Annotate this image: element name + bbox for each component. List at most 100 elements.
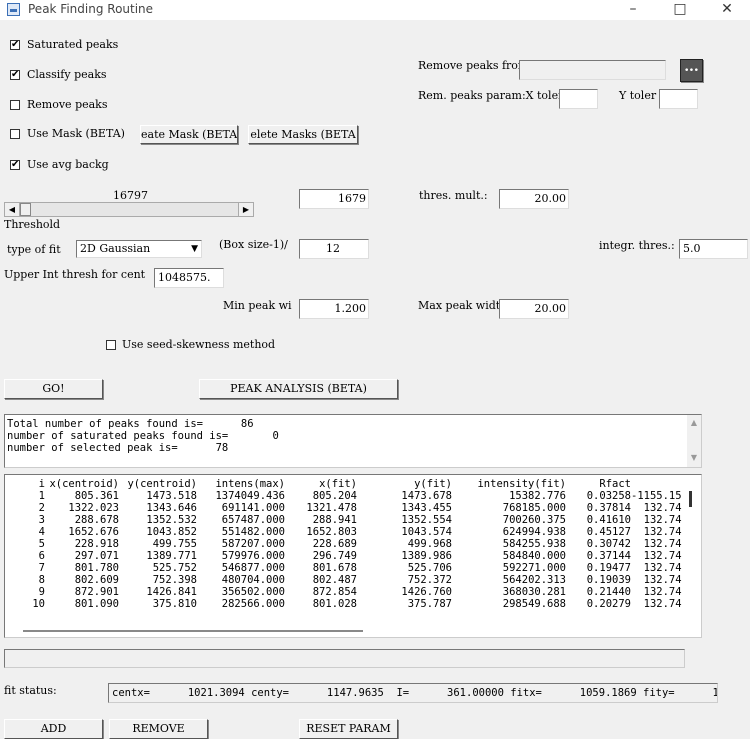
- cell-intensity-fit: 564202.313: [502, 574, 566, 586]
- seed-skewness-label: Use seed-skewness method: [122, 338, 276, 351]
- slider-thumb[interactable]: [20, 203, 31, 216]
- integr-thres-field[interactable]: 5.0: [679, 239, 748, 259]
- cell-intensity-fit: 584840.000: [502, 550, 566, 562]
- table-row: 2 1322.023 1343.646 691141.000 1321.478 1343.…: [5, 502, 682, 514]
- results-vertical-scroll-thumb[interactable]: [689, 491, 692, 507]
- use-mask-checkbox[interactable]: [10, 129, 20, 139]
- scroll-down-arrow-icon[interactable]: ▼: [690, 453, 698, 462]
- cell-intens-max: 356502.000: [221, 586, 285, 598]
- cell-stat: 0.03258: [586, 490, 631, 502]
- browse-button[interactable]: ...: [680, 59, 703, 82]
- minimize-button[interactable]: –: [629, 1, 637, 17]
- cell-x-fit: 805.204: [312, 490, 357, 502]
- use-avg-backg-checkbox[interactable]: ✔: [10, 159, 20, 170]
- remove-peaks-from-field[interactable]: [519, 60, 666, 80]
- x-toler-field[interactable]: [559, 89, 598, 109]
- cell-intens-max: 282566.000: [221, 598, 285, 610]
- threshold-slider[interactable]: ◀ ▶: [4, 202, 254, 217]
- y-toler-label: Y toler: [619, 89, 657, 102]
- results-header-row: i x(centroid) y(centroid) intens(max) x(…: [5, 478, 682, 490]
- cell-stat: 0.21440: [586, 586, 631, 598]
- cell-intens-max: 1374049.436: [215, 490, 285, 502]
- classify-peaks-checkbox[interactable]: ✔: [10, 69, 20, 80]
- add-button[interactable]: ADD: [4, 719, 103, 739]
- cell-i: 2: [38, 502, 45, 514]
- cell-y-fit: 1043.574: [401, 526, 452, 538]
- peak-analysis-button[interactable]: PEAK ANALYSIS (BETA): [199, 379, 398, 399]
- min-peak-width-field[interactable]: 1.200: [299, 299, 369, 319]
- slider-left-arrow-icon[interactable]: ◀: [5, 203, 20, 216]
- delete-masks-button[interactable]: elete Masks (BETA: [248, 125, 358, 144]
- type-of-fit-select[interactable]: 2D Gaussian ▼: [76, 240, 202, 258]
- summary-text-area[interactable]: Total number of peaks found is= 86 numbe…: [4, 414, 702, 468]
- results-body: 1 805.361 1473.518 1374049.436 805.204 1473.6…: [5, 490, 682, 610]
- table-row: 1 805.361 1473.518 1374049.436 805.204 1473.6…: [5, 490, 682, 502]
- cell-intensity-fit: 592271.000: [502, 562, 566, 574]
- upper-int-thresh-field[interactable]: 1048575.: [154, 268, 224, 288]
- close-button[interactable]: ✕: [721, 1, 733, 17]
- summary-line-selected: number of selected peak is= 78: [7, 442, 229, 454]
- create-mask-button[interactable]: eate Mask (BETA): [140, 125, 238, 144]
- cell-rfact: 132.74: [643, 538, 682, 550]
- cell-x-centroid: 801.090: [74, 598, 119, 610]
- cell-y-fit: 1352.554: [401, 514, 452, 526]
- summary-line-saturated: number of saturated peaks found is= 0: [7, 430, 279, 442]
- cell-x-fit: 228.689: [312, 538, 357, 550]
- cell-x-fit: 296.749: [312, 550, 357, 562]
- cell-i: 9: [38, 586, 45, 598]
- threshold-slider-value: 16797: [113, 189, 148, 202]
- remove-peaks-label: Remove peaks: [27, 98, 108, 111]
- reset-param-button[interactable]: RESET PARAM: [299, 719, 398, 739]
- cell-rfact: 132.74: [643, 550, 682, 562]
- cell-y-centroid: 1389.771: [146, 550, 197, 562]
- header-intensity-fit: intensity(fit): [477, 478, 566, 490]
- threshold-field[interactable]: 1679: [299, 189, 369, 209]
- cell-intens-max: 551482.000: [221, 526, 285, 538]
- cell-y-centroid: 375.810: [152, 598, 197, 610]
- cell-rfact: -1155.15: [631, 490, 682, 502]
- cell-x-fit: 801.028: [312, 598, 357, 610]
- use-mask-label: Use Mask (BETA): [27, 127, 125, 140]
- saturated-peaks-label: Saturated peaks: [27, 38, 119, 51]
- cell-y-fit: 1389.986: [401, 550, 452, 562]
- remove-button[interactable]: REMOVE: [109, 719, 208, 739]
- table-row: 9 872.901 1426.841 356502.000 872.854 1426.76…: [5, 586, 682, 598]
- box-size-field[interactable]: 12: [299, 239, 369, 259]
- table-row: 10 801.090 375.810 282566.000 801.028 375.787…: [5, 598, 681, 610]
- scroll-up-arrow-icon[interactable]: ▲: [690, 418, 698, 427]
- fit-status-field: centx= 1021.3094 centy= 1147.9635 I= 361…: [108, 683, 718, 703]
- cell-rfact: 132.74: [643, 526, 682, 538]
- results-text-area[interactable]: i x(centroid) y(centroid) intens(max) x(…: [4, 474, 702, 638]
- cell-y-fit: 525.706: [407, 562, 452, 574]
- thres-mult-field[interactable]: 20.00: [499, 189, 569, 209]
- cell-x-centroid: 802.609: [74, 574, 119, 586]
- cell-x-fit: 801.678: [312, 562, 357, 574]
- y-toler-field[interactable]: [659, 89, 698, 109]
- cell-y-centroid: 525.752: [152, 562, 197, 574]
- cell-intensity-fit: 298549.688: [502, 598, 566, 610]
- max-peak-width-field[interactable]: 20.00: [499, 299, 569, 319]
- cell-x-fit: 802.487: [312, 574, 357, 586]
- fit-status-label: fit status:: [4, 684, 57, 697]
- cell-y-fit: 1343.455: [401, 502, 452, 514]
- title-bar: [0, 0, 750, 20]
- cell-stat: 0.30742: [586, 538, 631, 550]
- seed-skewness-checkbox[interactable]: [106, 340, 116, 350]
- results-table: i x(centroid) y(centroid) intens(max) x(…: [5, 478, 682, 610]
- cell-x-fit: 1321.478: [306, 502, 357, 514]
- app-icon: [7, 3, 20, 16]
- remove-peaks-checkbox[interactable]: [10, 100, 20, 110]
- cell-intens-max: 480704.000: [221, 574, 285, 586]
- chevron-down-icon: ▼: [191, 244, 198, 254]
- summary-scrollbar[interactable]: ▲ ▼: [687, 415, 701, 467]
- cell-rfact: 132.74: [643, 514, 682, 526]
- results-horizontal-scroll-thumb[interactable]: [23, 630, 363, 632]
- saturated-peaks-checkbox[interactable]: ✔: [10, 39, 20, 50]
- slider-right-arrow-icon[interactable]: ▶: [238, 203, 253, 216]
- threshold-label: Threshold: [4, 218, 61, 231]
- maximize-button[interactable]: □: [673, 1, 687, 17]
- go-button[interactable]: GO!: [4, 379, 103, 399]
- table-row: 3 288.678 1352.532 657487.000 288.941 1352.55…: [5, 514, 682, 526]
- header-x-centroid: x(centroid): [49, 478, 119, 490]
- cell-stat: 0.37144: [586, 550, 631, 562]
